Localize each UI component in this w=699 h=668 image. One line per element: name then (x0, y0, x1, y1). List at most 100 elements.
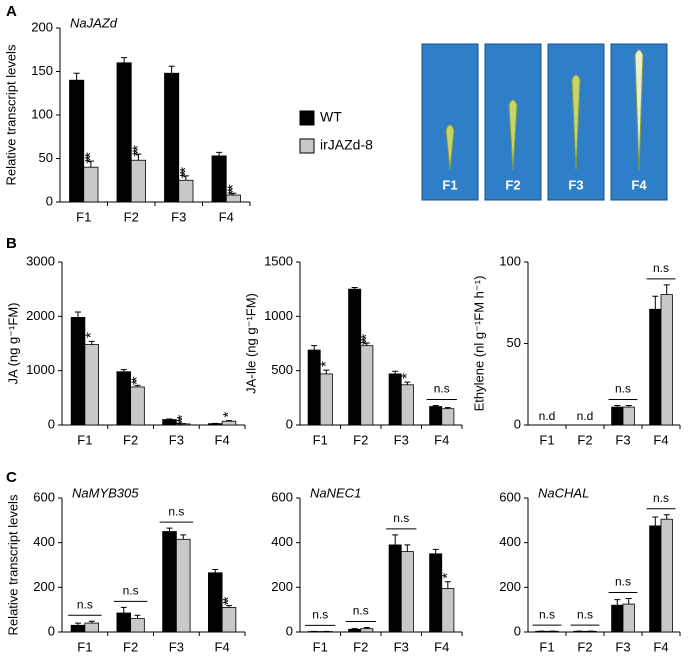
x-tick-label: F1 (313, 432, 328, 447)
bar (130, 618, 145, 633)
bar (649, 525, 662, 633)
bar (400, 551, 414, 633)
error-bar (363, 627, 370, 629)
bar (130, 159, 146, 203)
bar (221, 607, 237, 633)
error-bar (625, 404, 632, 408)
error-bar (120, 369, 127, 372)
error-bar (225, 420, 232, 422)
error-bar (166, 527, 173, 532)
significance: n.s (168, 504, 184, 518)
error-bar (351, 628, 358, 630)
y-axis-label: Relative transcript levels (5, 494, 20, 635)
x-tick-label: F3 (171, 209, 186, 224)
significance: n.d (539, 409, 556, 423)
bar (211, 155, 227, 203)
error-bar (392, 534, 399, 545)
error-bar (652, 516, 659, 526)
x-tick-label: F4 (215, 432, 230, 447)
error-bar (363, 342, 370, 346)
bar (307, 349, 321, 426)
error-bar (444, 581, 451, 589)
y-tick-label: 200 (31, 19, 53, 34)
bar (116, 612, 132, 633)
x-tick-label: F3 (394, 639, 409, 654)
error-bar (121, 57, 128, 63)
error-bar (73, 72, 80, 81)
significance: n.s (353, 604, 369, 618)
significance: n.s (653, 491, 669, 505)
error-bar (652, 295, 659, 310)
y-tick-label: 50 (507, 335, 521, 350)
photo-label: F4 (631, 177, 647, 192)
x-tick-label: F4 (215, 639, 230, 654)
bar (70, 624, 86, 633)
significance: n.s (77, 597, 93, 611)
bar (388, 373, 402, 426)
error-bar (212, 568, 219, 573)
significance: n.s (312, 608, 328, 622)
x-tick-label: F2 (353, 432, 368, 447)
x-tick-label: F3 (615, 639, 630, 654)
bar (441, 408, 455, 426)
y-tick-label: 1000 (264, 308, 293, 323)
error-bar (663, 514, 670, 520)
bar (429, 406, 443, 426)
y-tick-label: 500 (271, 362, 293, 377)
chart-title: NaJAZd (70, 15, 118, 30)
significance: n.s (615, 382, 631, 396)
error-bar (614, 404, 621, 408)
flower (571, 74, 581, 171)
bar (660, 294, 673, 426)
error-bar (225, 605, 232, 608)
bar (348, 628, 362, 633)
bar (360, 345, 374, 426)
error-bar (432, 404, 439, 407)
bar (649, 308, 662, 426)
y-tick-label: 400 (499, 534, 521, 549)
y-tick-label: 0 (286, 416, 293, 431)
bar (84, 344, 100, 426)
y-tick-label: 1500 (264, 253, 293, 268)
y-tick-label: 150 (31, 63, 53, 78)
x-tick-label: F1 (313, 639, 328, 654)
y-tick-label: 0 (48, 416, 55, 431)
y-tick-label: 200 (271, 579, 293, 594)
error-bar (135, 153, 142, 161)
x-tick-label: F2 (123, 432, 138, 447)
bar (611, 406, 624, 426)
x-tick-label: F3 (394, 432, 409, 447)
x-tick-label: F4 (653, 432, 668, 447)
significance: *** (177, 167, 194, 179)
significance: * (220, 411, 237, 417)
legend-swatch (299, 138, 315, 154)
error-bar (614, 599, 621, 606)
error-bar (625, 598, 632, 605)
flower (508, 99, 518, 171)
error-bar (88, 620, 95, 624)
significance: n.s (123, 584, 139, 598)
error-bar (404, 544, 411, 552)
x-tick-label: F1 (539, 432, 554, 447)
y-tick-label: 600 (271, 489, 293, 504)
bar (400, 384, 414, 426)
bar (130, 386, 145, 426)
significance: n.s (434, 382, 450, 396)
x-tick-label: F4 (653, 639, 668, 654)
significance: *** (174, 414, 191, 426)
bar (622, 406, 635, 426)
x-tick-label: F1 (77, 432, 92, 447)
y-tick-label: 0 (46, 193, 53, 208)
significance: ** (128, 376, 145, 385)
error-bar (120, 606, 127, 614)
y-tick-label: 200 (499, 579, 521, 594)
y-axis-label: JA-Ile (ng g⁻¹FM) (243, 293, 258, 394)
bar (622, 603, 635, 633)
bar (83, 166, 99, 203)
y-tick-label: 1000 (26, 362, 55, 377)
bar (164, 72, 180, 203)
error-bar (88, 340, 95, 345)
bar (319, 373, 333, 426)
error-bar (75, 311, 82, 318)
y-axis-label: Relative transcript levels (3, 44, 18, 185)
